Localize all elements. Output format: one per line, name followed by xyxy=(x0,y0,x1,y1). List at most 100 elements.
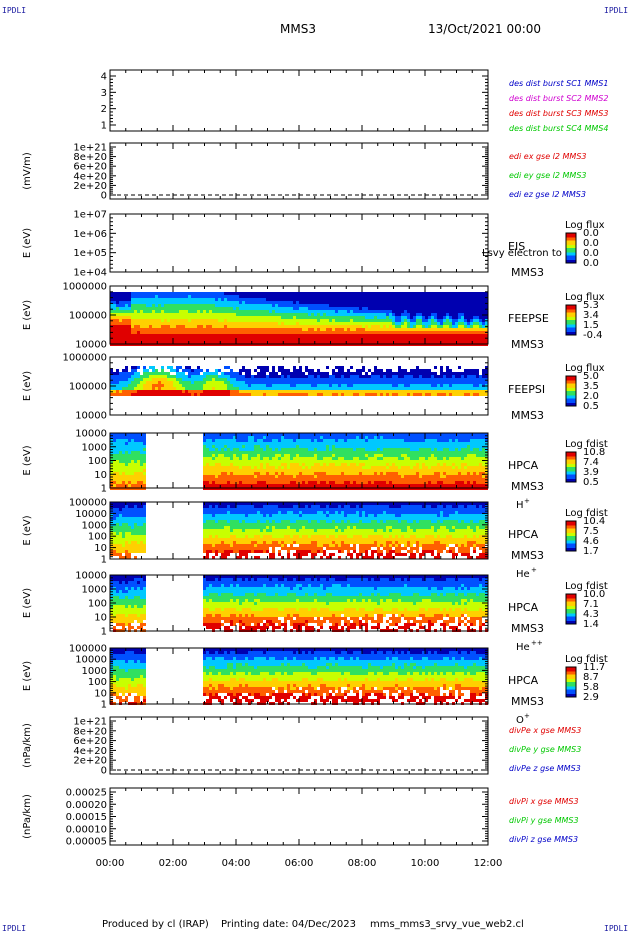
panel-frame xyxy=(109,69,489,132)
y-tick-label: 4e+20 xyxy=(73,171,107,182)
spacecraft-label: MMS3 xyxy=(511,549,544,562)
y-tick-label: 10 xyxy=(94,613,107,624)
colorbar-value: 0.0 xyxy=(583,238,599,249)
panel-hpca-he xyxy=(109,501,577,560)
colorbar-value: 1.7 xyxy=(583,546,599,557)
y-tick-label: 2e+20 xyxy=(73,181,107,192)
date-time: 13/Oct/2021 00:00 xyxy=(428,22,542,36)
colorbar-frame xyxy=(565,451,577,483)
instrument-label: HPCA xyxy=(508,459,539,472)
colorbar-frame xyxy=(565,232,577,264)
y-tick-label: 8e+20 xyxy=(73,726,107,737)
corner-label-bottom-left: IPDLI xyxy=(2,924,27,933)
panel-hpca-h xyxy=(109,432,577,490)
colorbar-title: Log flux xyxy=(565,220,605,231)
colorbar-value: 10.8 xyxy=(583,447,605,458)
colorbar-value: 7.5 xyxy=(583,526,599,537)
y-tick-label: 3 xyxy=(101,88,107,99)
y-tick-label: 1000000 xyxy=(62,282,107,293)
instrument-label: EIS xyxy=(508,240,525,253)
y-tick-label: 2e+20 xyxy=(73,756,107,767)
colorbar-value: 0.0 xyxy=(583,228,599,239)
y-tick-label: 10000 xyxy=(75,340,107,351)
colorbar-frame xyxy=(565,593,577,625)
y-tick-label: 4e+20 xyxy=(73,746,107,757)
x-tick-label: 02:00 xyxy=(159,858,188,869)
colorbar-value: 2.0 xyxy=(583,391,599,402)
legend-entry: divPi y gse MMS3 xyxy=(509,816,579,825)
colorbar-value: 5.8 xyxy=(583,682,599,693)
colorbar-frame xyxy=(565,666,577,698)
y-tick-label: 1 xyxy=(101,700,107,711)
colorbar-value: 3.9 xyxy=(583,467,599,478)
y-tick-label: 1e+21 xyxy=(73,717,107,728)
instrument-label: HPCA xyxy=(508,674,539,687)
colorbar-value: 0.0 xyxy=(583,258,599,269)
legend-entry: divPe x gse MMS3 xyxy=(509,726,581,735)
legend-entry: des dist burst SC3 MMS3 xyxy=(509,109,608,118)
colorbar-value: 4.6 xyxy=(583,536,599,547)
y-tick-label: 1 xyxy=(101,627,107,638)
y-tick-label: 100000 xyxy=(69,498,107,509)
species-charge: ++ xyxy=(531,639,543,647)
panel-hpca-o xyxy=(109,647,577,705)
y-tick-label: 0.00005 xyxy=(66,837,107,848)
panel-eis xyxy=(109,213,577,273)
spacecraft-label: MMS3 xyxy=(511,480,544,493)
y-tick-label: 0 xyxy=(101,766,107,777)
species-label: He xyxy=(516,569,530,580)
y-tick-label: 10000 xyxy=(75,509,107,520)
colorbar-value: 3.4 xyxy=(583,310,599,321)
colorbar-value: 0.5 xyxy=(583,401,599,412)
corner-label-top-right: IPDLI xyxy=(604,6,629,15)
y-tick-label: 1000 xyxy=(82,520,107,531)
instrument-label: FEEPSE xyxy=(508,312,549,325)
x-tick-label: 10:00 xyxy=(411,858,440,869)
legend-entry: edi ex gse l2 MMS3 xyxy=(509,152,587,161)
colorbar-value: 5.0 xyxy=(583,371,599,382)
y-tick-label: 1 xyxy=(101,121,107,132)
y-tick-label: 10000 xyxy=(75,411,107,422)
legend-entry: divPi z gse MMS3 xyxy=(509,835,578,844)
species-charge: + xyxy=(531,566,537,574)
colorbar-frame xyxy=(565,304,577,336)
y-tick-label: 100 xyxy=(88,599,107,610)
panel-des-dist xyxy=(109,69,489,132)
footer-filename: mms_mms3_srvy_vue_web2.cl xyxy=(370,919,524,930)
footer-produced-by: Produced by cl (IRAP) xyxy=(102,919,209,930)
x-tick-label: 00:00 xyxy=(96,858,125,869)
y-tick-label: 10000 xyxy=(75,571,107,582)
colorbar-title: Log fdist xyxy=(565,581,608,592)
panel-divpi xyxy=(109,787,489,846)
y-axis-label: E (eV) xyxy=(22,515,33,545)
colorbar-value: 1.5 xyxy=(583,320,599,331)
x-tick-label: 12:00 xyxy=(474,858,503,869)
y-tick-label: 10 xyxy=(94,543,107,554)
y-tick-label: 1000000 xyxy=(62,353,107,364)
colorbar-value: 0.5 xyxy=(583,477,599,488)
x-tick-label: 04:00 xyxy=(222,858,251,869)
y-tick-label: 1000 xyxy=(82,585,107,596)
colorbar-title: Log fdist xyxy=(565,439,608,450)
colorbar-value: 2.9 xyxy=(583,692,599,703)
y-tick-label: 1 xyxy=(101,555,107,566)
species-charge: + xyxy=(524,497,530,505)
colorbar-frame xyxy=(565,375,577,407)
y-tick-label: 0.00010 xyxy=(66,824,107,835)
legend-entry: des dist burst SC2 MMS2 xyxy=(509,94,608,103)
x-tick-label: 06:00 xyxy=(285,858,314,869)
species-label: O xyxy=(516,715,524,726)
corner-label-top-left: IPDLI xyxy=(2,6,27,15)
y-tick-label: 0.00015 xyxy=(66,812,107,823)
colorbar-value: -0.4 xyxy=(583,330,603,341)
mission-title: MMS3 xyxy=(280,22,316,36)
y-axis-label: E (eV) xyxy=(22,228,33,258)
colorbar-value: 4.3 xyxy=(583,609,599,620)
y-tick-label: 1e+07 xyxy=(73,210,107,221)
legend-entry: divPi x gse MMS3 xyxy=(509,797,579,806)
colorbar-value: 0.0 xyxy=(583,248,599,259)
colorbar-value: 8.7 xyxy=(583,672,599,683)
spacecraft-label: MMS3 xyxy=(511,622,544,635)
spacecraft-label: MMS3 xyxy=(511,695,544,708)
colorbar-value: 11.7 xyxy=(583,662,605,673)
